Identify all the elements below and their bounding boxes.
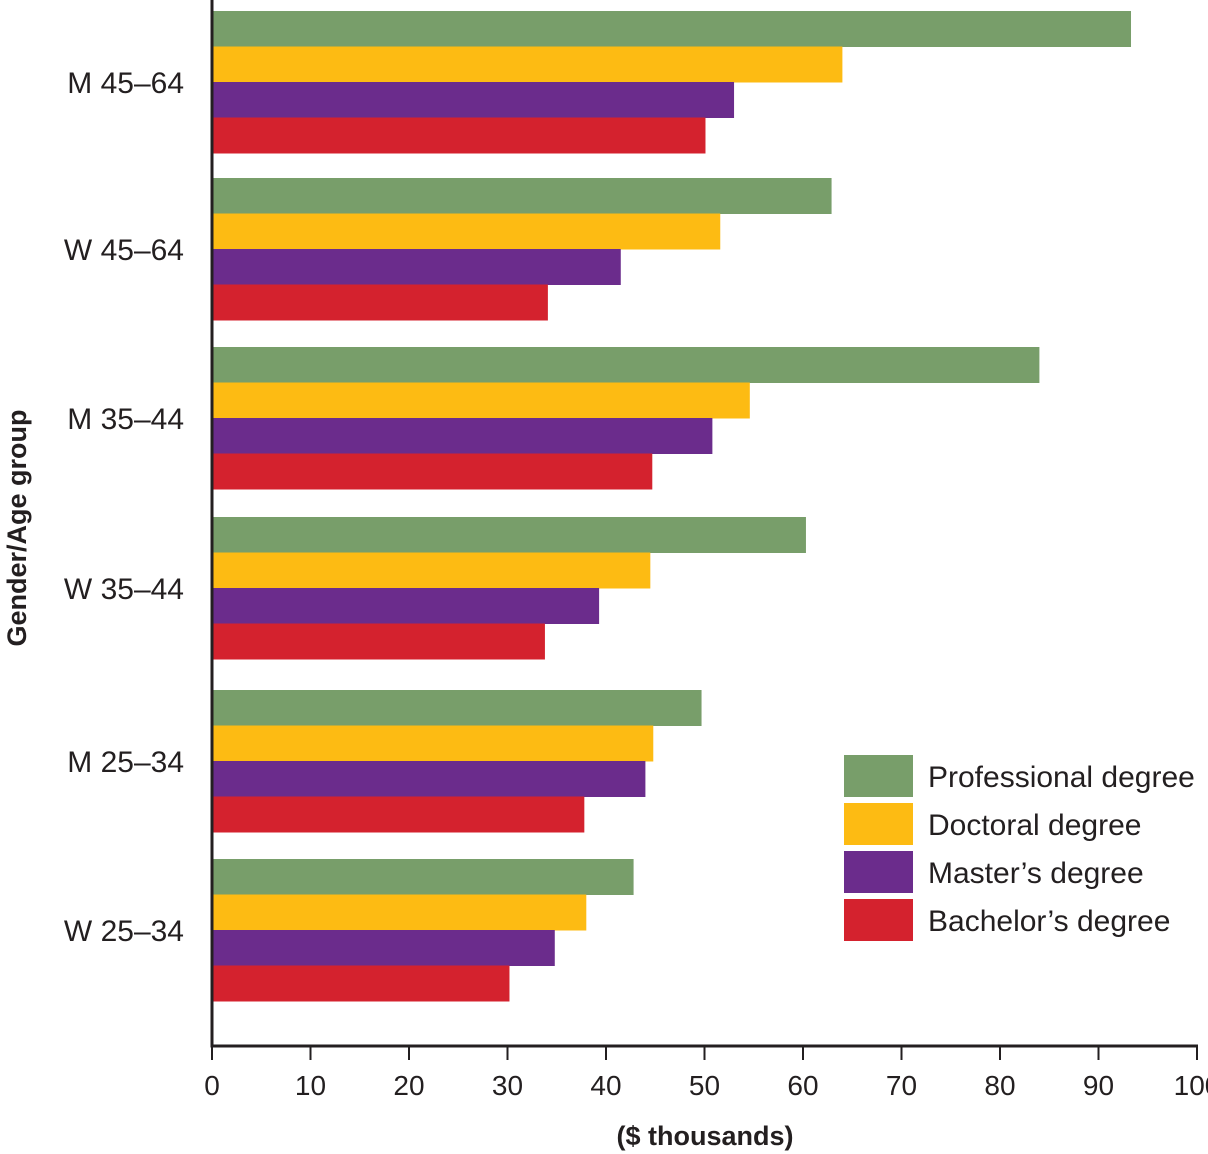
category-labels: M 45–64 W 45–64 M 35–44 W 35–44 M 25–34 W 25–… (64, 67, 184, 948)
legend-swatch-masters-degree (844, 851, 913, 893)
bar-w-45-64-doctoral-degree (212, 213, 721, 250)
category-label: W 25–34 (64, 915, 184, 948)
x-tick-label: 100 (1174, 1070, 1208, 1101)
bar-m-35-44-bachelors-degree (212, 453, 653, 490)
bar-m-25-34-masters-degree (212, 761, 646, 797)
legend-label-doctoral-degree: Doctoral degree (928, 809, 1141, 842)
legend: Professional degree Doctoral degree Master… (844, 755, 1195, 941)
bar-w-35-44-doctoral-degree (212, 552, 651, 589)
bar-m-25-34-bachelors-degree (212, 796, 585, 833)
bar-w-25-34-bachelors-degree (212, 965, 510, 1002)
bar-w-25-34-masters-degree (212, 930, 555, 966)
bar-w-35-44-masters-degree (212, 588, 600, 624)
x-axis-title: ($ thousands) (616, 1121, 793, 1151)
category-label: W 45–64 (64, 234, 184, 267)
bar-m-35-44-doctoral-degree (212, 382, 750, 419)
legend-swatch-doctoral-degree (844, 803, 913, 845)
x-tick-label: 50 (689, 1070, 720, 1101)
x-tick-label: 80 (984, 1070, 1015, 1101)
x-tick-label: 40 (590, 1070, 621, 1101)
x-tick-label: 30 (492, 1070, 523, 1101)
bar-w-35-44-bachelors-degree (212, 623, 545, 660)
bar-m-45-64-masters-degree (212, 82, 735, 118)
x-axis-ticks: 0 10 20 30 40 50 60 70 80 90 100 (204, 1046, 1208, 1101)
bar-w-35-44-professional-degree (212, 517, 806, 553)
bar-w-45-64-professional-degree (212, 178, 832, 214)
bar-w-45-64-bachelors-degree (212, 284, 548, 321)
bar-m-25-34-doctoral-degree (212, 725, 654, 762)
bar-m-45-64-professional-degree (212, 11, 1132, 47)
legend-label-masters-degree: Master’s degree (928, 857, 1144, 890)
y-axis-title: Gender/Age group (2, 409, 32, 646)
category-label: M 45–64 (67, 67, 184, 100)
bar-m-35-44-professional-degree (212, 347, 1040, 383)
category-label: W 35–44 (64, 573, 184, 606)
category-label: M 25–34 (67, 746, 184, 779)
x-tick-label: 60 (787, 1070, 818, 1101)
bar-w-45-64-masters-degree (212, 249, 621, 285)
bars-group (212, 11, 1132, 1002)
x-tick-label: 90 (1083, 1070, 1114, 1101)
x-tick-label: 0 (204, 1070, 220, 1101)
legend-label-professional-degree: Professional degree (928, 761, 1195, 794)
category-label: M 35–44 (67, 403, 184, 436)
bar-m-35-44-masters-degree (212, 418, 713, 454)
legend-swatch-professional-degree (844, 755, 913, 797)
bar-w-25-34-professional-degree (212, 859, 634, 895)
legend-swatch-bachelors-degree (844, 899, 913, 941)
bar-m-25-34-professional-degree (212, 690, 702, 726)
bar-m-45-64-bachelors-degree (212, 117, 706, 154)
x-tick-label: 10 (295, 1070, 326, 1101)
legend-label-bachelors-degree: Bachelor’s degree (928, 905, 1170, 938)
x-tick-label: 20 (393, 1070, 424, 1101)
x-tick-label: 70 (886, 1070, 917, 1101)
bar-w-25-34-doctoral-degree (212, 894, 587, 931)
bar-m-45-64-doctoral-degree (212, 46, 843, 83)
